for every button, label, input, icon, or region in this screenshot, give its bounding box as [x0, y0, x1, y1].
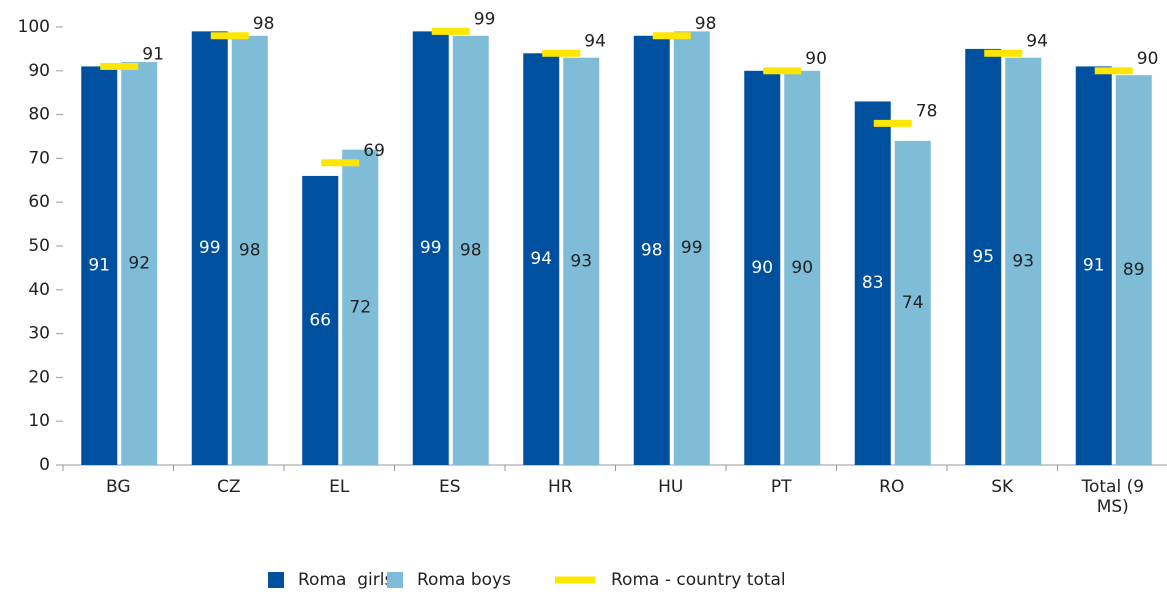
bar [342, 149, 379, 465]
x-tick-label: HR [547, 477, 573, 497]
legend-swatch [268, 572, 284, 588]
bar [523, 53, 560, 465]
y-tick-label: 0 [39, 455, 50, 475]
x-tick-label: PT [770, 477, 792, 497]
country-total-marker [210, 32, 249, 40]
bar [673, 31, 710, 465]
x-tick-label: EL [329, 477, 350, 497]
country-total-label: 90 [805, 49, 827, 69]
legend-swatch [555, 576, 595, 584]
legend-label: Roma boys [417, 570, 511, 590]
x-tick-label: CZ [216, 477, 241, 497]
x-tick-label: HU [658, 477, 684, 497]
country-total-label: 91 [142, 44, 164, 64]
bar-label: 99 [199, 238, 221, 258]
y-tick-label: 80 [28, 105, 50, 125]
bar [744, 70, 781, 466]
bar-label: 94 [530, 249, 552, 269]
bar [452, 35, 489, 465]
bar [894, 140, 931, 465]
bar-label: 93 [570, 251, 592, 271]
country-total-label: 99 [474, 9, 496, 29]
country-total-marker [984, 49, 1023, 57]
country-total-label: 69 [363, 141, 385, 161]
country-total-marker [542, 49, 581, 57]
bar-label: 72 [349, 297, 371, 317]
legend-swatch [387, 572, 403, 588]
country-total-marker [873, 119, 912, 127]
bar [1115, 75, 1152, 466]
country-total-label: 94 [1026, 31, 1048, 51]
x-tick-label: SK [991, 477, 1014, 497]
country-total-marker [321, 159, 360, 167]
bar [191, 31, 228, 465]
country-total-label: 94 [584, 31, 606, 51]
bar-label: 98 [641, 240, 663, 260]
country-total-marker [100, 62, 139, 70]
bar [784, 70, 821, 466]
bar [231, 35, 268, 465]
bar [633, 35, 670, 465]
country-total-marker [431, 27, 470, 35]
bar-label: 90 [751, 258, 773, 278]
bar-label: 91 [88, 256, 110, 276]
bar-label: 93 [1012, 251, 1034, 271]
y-tick-label: 100 [18, 17, 50, 37]
bar-label: 66 [309, 310, 331, 330]
bar [563, 57, 600, 465]
bar [302, 175, 339, 466]
country-total-label: 98 [253, 14, 275, 34]
bar-label: 98 [460, 240, 482, 260]
y-tick-label: 60 [28, 192, 50, 212]
bar [1005, 57, 1042, 465]
country-total-marker [1094, 67, 1133, 75]
legend-label: Roma girls [298, 570, 393, 590]
bar [121, 62, 158, 465]
country-total-label: 78 [916, 101, 938, 121]
y-tick-label: 40 [28, 280, 50, 300]
country-total-marker [763, 67, 802, 75]
country-total-marker [652, 32, 691, 40]
bar-label: 99 [681, 238, 703, 258]
x-tick-label: ES [438, 477, 461, 497]
x-tick-label: Total (9 MS) [1081, 477, 1145, 517]
country-total-label: 90 [1137, 49, 1159, 69]
y-tick-label: 10 [28, 411, 50, 431]
legend-label: Roma - country total [611, 570, 786, 590]
bar-label: 89 [1123, 260, 1145, 280]
bar-label: 98 [239, 240, 261, 260]
country-total-label: 98 [695, 14, 717, 34]
y-tick-label: 20 [28, 367, 50, 387]
bar-label: 83 [862, 273, 884, 293]
bar-label: 74 [902, 293, 924, 313]
y-tick-label: 70 [28, 148, 50, 168]
bar-label: 90 [791, 258, 813, 278]
x-tick-label: RO [879, 477, 905, 497]
y-tick-label: 30 [28, 324, 50, 344]
bar-label: 91 [1083, 256, 1105, 276]
bar [412, 31, 449, 465]
bar [965, 48, 1002, 466]
bar-label: 95 [972, 247, 994, 267]
y-tick-label: 50 [28, 236, 50, 256]
bar [1075, 66, 1112, 466]
bar-label: 99 [420, 238, 442, 258]
bar-label: 92 [128, 254, 150, 274]
y-tick-label: 90 [28, 61, 50, 81]
bar [81, 66, 118, 466]
bar [854, 101, 891, 466]
x-tick-label: BG [105, 477, 131, 497]
